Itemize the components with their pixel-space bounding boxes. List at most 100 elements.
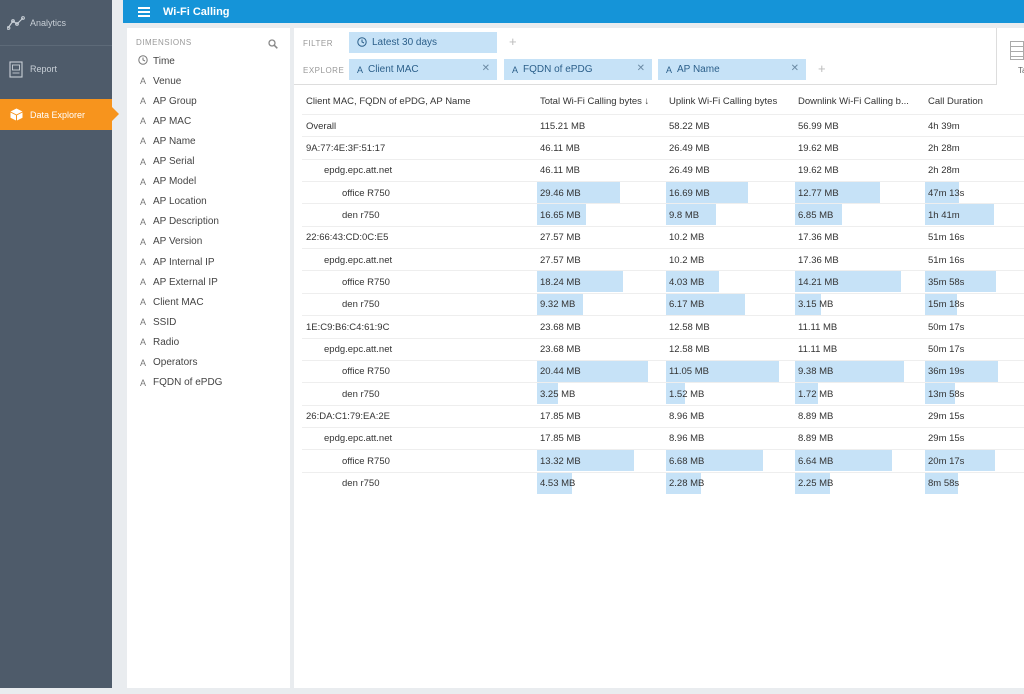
table-row[interactable]: epdg.epc.att.net 27.57 MB 10.2 MB 17.36 MB 5… — [302, 248, 1024, 270]
table-row[interactable]: 9A:77:4E:3F:51:17 46.11 MB 26.49 MB 19.62 M… — [302, 136, 1024, 158]
cell-value: 2.25 MB — [798, 478, 834, 490]
dimension-item[interactable]: Time — [137, 54, 175, 68]
nav-report-label: Report — [30, 64, 58, 74]
cell-value: 19.62 MB — [798, 142, 839, 154]
column-header-dimensions[interactable]: Client MAC, FQDN of ePDG, AP Name — [306, 96, 471, 107]
row-label: office R750 — [342, 455, 390, 467]
report-icon — [7, 60, 25, 78]
add-filter-plus-icon[interactable]: + — [509, 34, 517, 49]
cell-total: 18.24 MB — [537, 271, 665, 293]
cell-value: 26.49 MB — [669, 165, 710, 177]
dimension-item[interactable]: A AP External IP — [137, 275, 218, 289]
table-row[interactable]: office R750 20.44 MB 11.05 MB 9.38 MB 36m 19… — [302, 359, 1024, 382]
close-icon[interactable]: ✕ — [636, 63, 645, 74]
table-row[interactable]: den r750 9.32 MB 6.17 MB 3.15 MB 15m 18s — [302, 292, 1024, 316]
table-row[interactable]: 22:66:43:CD:0C:E5 27.57 MB 10.2 MB 17.36 MB… — [302, 225, 1024, 249]
table-row[interactable]: 1E:C9:B6:C4:61:9C 23.68 MB 12.58 MB 11.11 M… — [302, 315, 1024, 337]
add-explore-plus-icon[interactable]: + — [818, 61, 826, 76]
cell-value: 29.46 MB — [540, 187, 581, 199]
cell-uplink: 12.58 MB — [666, 316, 794, 338]
table-row[interactable]: 26:DA:C1:79:EA:2E 17.85 MB 8.96 MB 8.89 MB 2… — [302, 404, 1024, 427]
table-row[interactable]: office R750 29.46 MB 16.69 MB 12.77 MB 47m 1… — [302, 181, 1024, 204]
cell-downlink: 11.11 MB — [795, 316, 923, 338]
cell-value: 4h 39m — [928, 120, 960, 132]
explore-pill-label: AP Name — [677, 64, 720, 75]
dimension-item[interactable]: A AP Model — [137, 175, 196, 189]
value-bar — [537, 271, 624, 293]
explore-pill-fqdn[interactable]: A FQDN of ePDG ✕ — [504, 59, 652, 80]
cell-uplink: 1.52 MB — [666, 383, 794, 405]
table-viz-tab[interactable]: Ta — [996, 28, 1024, 85]
dimension-item-label: AP Group — [153, 95, 197, 107]
dimension-item[interactable]: A SSID — [137, 315, 176, 329]
dimension-item[interactable]: A AP Group — [137, 94, 197, 108]
filter-pill-time[interactable]: Latest 30 days — [349, 32, 497, 53]
dimension-item[interactable]: A AP Location — [137, 195, 207, 209]
dimension-item[interactable]: A Operators — [137, 356, 197, 370]
column-header-uplink[interactable]: Uplink Wi-Fi Calling bytes — [669, 96, 778, 107]
dimension-item[interactable]: A AP Serial — [137, 155, 195, 169]
clock-icon — [137, 55, 149, 67]
value-bar — [666, 293, 746, 315]
cell-value: 51m 16s — [928, 254, 965, 266]
value-bar — [925, 383, 956, 405]
search-icon[interactable] — [268, 36, 278, 54]
cell-value: 8.96 MB — [669, 411, 705, 423]
cell-total: 27.57 MB — [537, 249, 665, 271]
cell-value: 27.57 MB — [540, 232, 581, 244]
cell-uplink: 12.58 MB — [666, 339, 794, 361]
cell-total: 46.11 MB — [537, 137, 665, 159]
cell-value: 8m 58s — [928, 478, 960, 490]
dimension-item[interactable]: A Client MAC — [137, 295, 204, 309]
nav-analytics-label: Analytics — [30, 18, 67, 28]
hamburger-menu-icon[interactable] — [138, 5, 150, 19]
value-bar — [925, 204, 994, 226]
table-row[interactable]: den r750 4.53 MB 2.28 MB 2.25 MB 8m 58s — [302, 471, 1024, 494]
string-dimension-icon: A — [139, 156, 146, 167]
table-row[interactable]: office R750 18.24 MB 4.03 MB 14.21 MB 35m 58… — [302, 270, 1024, 293]
cell-value: 58.22 MB — [669, 120, 710, 132]
dimension-item[interactable]: A FQDN of ePDG — [137, 376, 222, 390]
table-row[interactable]: Overall 115.21 MB 58.22 MB 56.99 MB 4h 39m — [302, 114, 1024, 136]
explore-pill-ap-name[interactable]: A AP Name ✕ — [658, 59, 806, 80]
cell-value: 11.05 MB — [669, 366, 709, 378]
dimension-item[interactable]: A AP MAC — [137, 114, 191, 128]
value-bar — [795, 293, 822, 315]
cell-total: 23.68 MB — [537, 316, 665, 338]
row-label: den r750 — [342, 388, 380, 400]
cell-value: 9.8 MB — [669, 209, 700, 221]
dimension-item[interactable]: A Venue — [137, 74, 181, 88]
cell-value: 23.68 MB — [540, 344, 581, 355]
table-row[interactable]: den r750 3.25 MB 1.52 MB 1.72 MB 13m 58s — [302, 382, 1024, 405]
table-row[interactable]: office R750 13.32 MB 6.68 MB 6.64 MB 20m 17s — [302, 449, 1024, 472]
table-row[interactable]: den r750 16.65 MB 9.8 MB 6.85 MB 1h 41m — [302, 203, 1024, 226]
table-row[interactable]: epdg.epc.att.net 46.11 MB 26.49 MB 19.62 MB… — [302, 158, 1024, 181]
nav-data-explorer[interactable]: Data Explorer — [0, 99, 119, 130]
cell-value: 47m 13s — [928, 187, 965, 199]
close-icon[interactable]: ✕ — [481, 63, 490, 74]
value-bar — [925, 293, 958, 315]
cell-downlink: 11.11 MB — [795, 339, 923, 361]
dimension-item[interactable]: A AP Description — [137, 215, 219, 229]
dimension-item[interactable]: A AP Name — [137, 134, 196, 148]
nav-report[interactable]: Report — [0, 58, 112, 80]
dimension-item[interactable]: A Radio — [137, 335, 179, 349]
nav-analytics[interactable]: Analytics — [0, 12, 112, 34]
dimension-item-label: AP Name — [153, 135, 196, 147]
column-header-total[interactable]: Total Wi-Fi Calling bytes ↓ — [540, 96, 650, 107]
string-dimension-icon: A — [139, 96, 146, 107]
column-header-downlink[interactable]: Downlink Wi-Fi Calling b... — [798, 96, 909, 107]
table-row[interactable]: epdg.epc.att.net 23.68 MB 12.58 MB 11.11 MB… — [302, 337, 1024, 361]
table-row[interactable]: epdg.epc.att.net 17.85 MB 8.96 MB 8.89 MB 29… — [302, 426, 1024, 450]
cell-duration: 51m 16s — [925, 227, 1024, 249]
cell-value: 11.11 MB — [798, 344, 838, 355]
dimension-item[interactable]: A AP Version — [137, 235, 202, 249]
value-bar — [925, 271, 996, 293]
column-header-duration[interactable]: Call Duration — [928, 96, 983, 107]
close-icon[interactable]: ✕ — [790, 63, 799, 74]
cell-uplink: 6.17 MB — [666, 293, 794, 316]
row-label: epdg.epc.att.net — [324, 254, 393, 266]
explore-pill-client-mac[interactable]: A Client MAC ✕ — [349, 59, 497, 80]
dimension-item[interactable]: A AP Internal IP — [137, 255, 215, 269]
cell-uplink: 8.96 MB — [666, 428, 794, 450]
